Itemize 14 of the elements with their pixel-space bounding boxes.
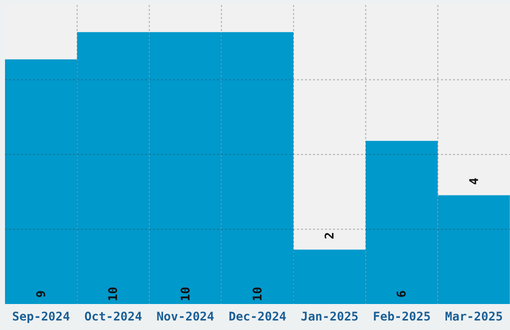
- x-tick-label: Feb-2025: [372, 310, 431, 324]
- data-label: 4: [466, 178, 481, 185]
- x-tick-label: Dec-2024: [228, 310, 286, 324]
- x-tick-label: Oct-2024: [84, 310, 142, 324]
- data-label: 10: [250, 286, 264, 302]
- data-label: 6: [394, 290, 409, 298]
- x-tick-label: Nov-2024: [156, 310, 214, 324]
- data-label: 9: [34, 290, 48, 298]
- data-label: 10: [178, 286, 192, 302]
- x-tick-label: Mar-2025: [445, 310, 503, 324]
- x-tick-label: Jan-2025: [300, 310, 359, 324]
- data-label: 10: [106, 286, 120, 302]
- data-label: 2: [322, 232, 337, 240]
- x-tick-label: Sep-2024: [12, 310, 70, 324]
